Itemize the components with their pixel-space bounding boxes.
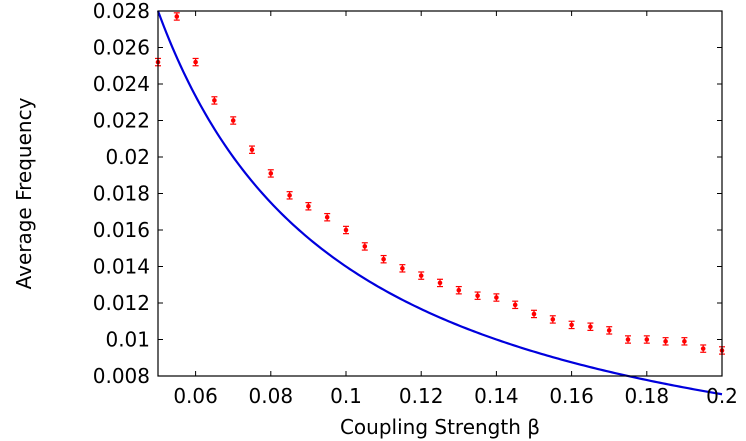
x-tick-label: 0.18 [625, 384, 670, 408]
x-axis-label: Coupling Strength β [340, 415, 540, 439]
data-point [286, 191, 293, 200]
x-tick-label: 0.14 [474, 384, 519, 408]
y-tick-label: 0.026 [93, 36, 150, 60]
point-marker [381, 256, 386, 262]
point-marker [700, 346, 706, 351]
point-marker [249, 147, 255, 152]
point-marker [606, 328, 612, 333]
data-point [418, 271, 425, 280]
point-marker [230, 118, 236, 123]
data-point [662, 337, 669, 346]
fit-curve-layer [156, 10, 723, 396]
point-marker [437, 280, 443, 286]
data-point [549, 315, 556, 324]
data-point [474, 291, 481, 300]
data-point [343, 225, 349, 235]
data-point [512, 300, 519, 310]
point-marker [569, 322, 574, 328]
data-point [455, 285, 462, 295]
point-marker [287, 193, 292, 198]
data-point [192, 57, 199, 67]
data-point [493, 293, 500, 302]
x-tick-label: 0.16 [549, 384, 594, 408]
point-marker [625, 337, 631, 342]
point-marker [644, 337, 650, 342]
point-marker [268, 171, 274, 176]
plot-frame [157, 10, 723, 377]
point-marker [212, 98, 217, 103]
point-marker [362, 244, 368, 249]
point-marker [682, 339, 687, 344]
data-point [606, 326, 613, 335]
y-tick-label: 0.022 [93, 109, 150, 133]
data-point [625, 335, 631, 344]
y-tick-label: 0.008 [93, 364, 150, 388]
y-axis-label: Average Frequency [12, 97, 36, 289]
data-point [643, 335, 650, 344]
y-tick-label: 0.01 [105, 328, 150, 352]
data-point [587, 322, 594, 331]
x-tick-label: 0.06 [173, 384, 218, 408]
point-marker [174, 14, 180, 19]
point-marker [324, 214, 330, 220]
data-point [173, 12, 180, 21]
y-tick-label: 0.016 [93, 218, 150, 242]
x-tick-label: 0.2 [706, 384, 738, 408]
data-points-layer [155, 12, 725, 355]
data-point [211, 96, 218, 105]
point-marker [531, 311, 537, 317]
point-marker [512, 302, 518, 308]
point-marker [494, 295, 499, 300]
y-tick-label: 0.02 [105, 145, 150, 169]
data-point [230, 116, 237, 125]
y-axis-ticks: 0.008 0.01 0.012 0.014 0.016 0.018 0.02 0.022 0.… [93, 0, 722, 388]
point-marker [418, 273, 424, 278]
data-point [568, 320, 575, 330]
y-tick-label: 0.014 [93, 255, 150, 279]
data-point [305, 202, 312, 211]
point-marker [400, 266, 405, 271]
data-point [249, 145, 255, 154]
point-marker [475, 293, 480, 299]
data-point [681, 337, 688, 346]
data-point [531, 309, 537, 319]
point-marker [343, 227, 349, 233]
point-marker [193, 59, 198, 65]
point-marker [306, 203, 311, 209]
point-marker [456, 287, 462, 293]
y-tick-label: 0.012 [93, 291, 150, 315]
point-marker [588, 324, 593, 330]
point-marker [550, 317, 556, 322]
x-tick-label: 0.08 [249, 384, 294, 408]
fit-curve [156, 10, 723, 396]
y-tick-label: 0.018 [93, 182, 150, 206]
data-point [324, 212, 331, 222]
x-tick-label: 0.12 [399, 384, 444, 408]
data-point [267, 169, 274, 178]
data-point [399, 264, 406, 273]
x-tick-label: 0.1 [330, 384, 362, 408]
data-point [437, 278, 443, 288]
data-point [380, 254, 387, 264]
data-point [361, 242, 368, 251]
data-point [700, 344, 707, 353]
y-tick-label: 0.024 [93, 72, 150, 96]
x-axis-ticks: 0.06 0.08 0.1 0.12 0.14 0.16 0.18 0.2 [173, 11, 738, 408]
y-tick-label: 0.028 [93, 0, 150, 23]
point-marker [663, 339, 668, 344]
